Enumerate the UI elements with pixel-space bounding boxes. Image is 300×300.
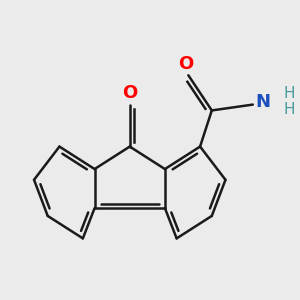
Text: O: O <box>122 84 137 102</box>
Text: H: H <box>283 102 295 117</box>
Text: H: H <box>283 86 295 101</box>
Text: O: O <box>178 55 194 73</box>
Text: N: N <box>255 93 270 111</box>
